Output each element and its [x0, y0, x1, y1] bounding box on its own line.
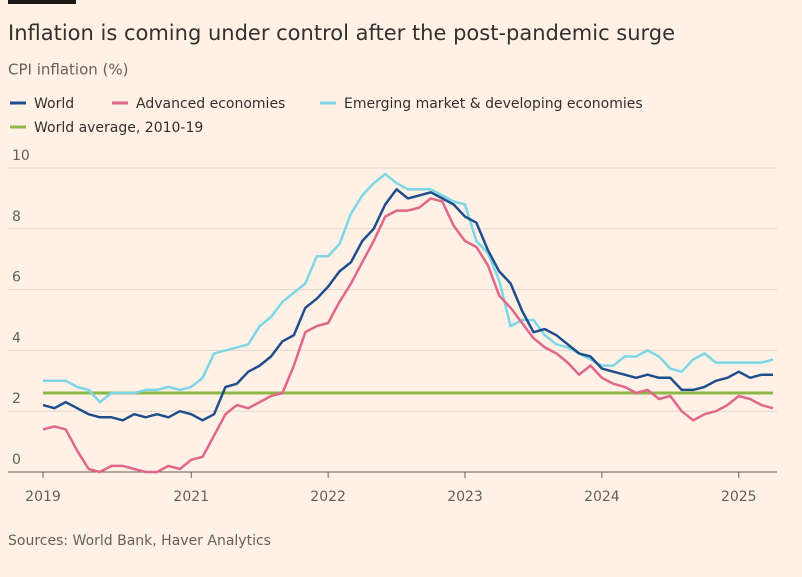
x-tick-label: 2023 [447, 489, 483, 505]
x-tick-label: 2025 [721, 489, 757, 505]
y-tick-label: 6 [12, 270, 21, 286]
series-line [42, 188, 773, 422]
brand-bar [8, 0, 76, 4]
source: Sources: World Bank, Haver Analytics [8, 533, 271, 549]
y-tick-label: 4 [12, 330, 21, 346]
y-tick-label: 8 [12, 209, 21, 225]
y-tick-label: 10 [12, 148, 30, 164]
legend-label: World average, 2010-19 [34, 120, 203, 136]
legend-label: Advanced economies [136, 96, 285, 112]
legend-label: World [34, 96, 74, 112]
legend-label: Emerging market & developing economies [344, 96, 643, 112]
series-line [43, 172, 774, 404]
chart-subtitle: CPI inflation (%) [8, 61, 128, 79]
x-tick-label: 2024 [584, 489, 620, 505]
series-line [42, 197, 774, 474]
x-tick-label: 2022 [310, 489, 346, 505]
chart-title: Inflation is coming under control after … [8, 21, 675, 45]
x-tick-label: 2019 [25, 489, 61, 505]
y-tick-label: 0 [12, 452, 21, 468]
x-tick-label: 2021 [173, 489, 209, 505]
y-tick-label: 2 [12, 391, 21, 407]
